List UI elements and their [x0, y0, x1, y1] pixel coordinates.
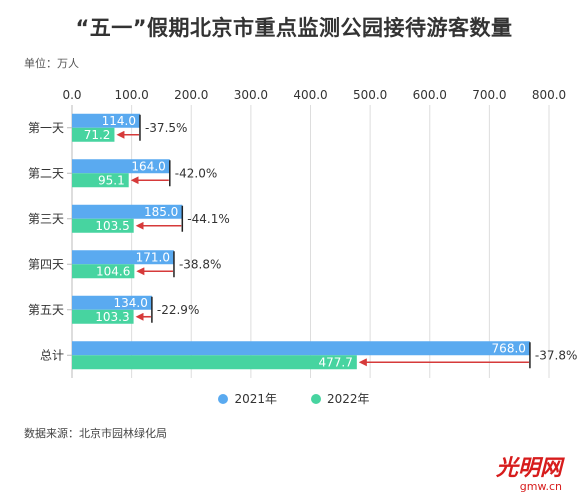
category-label: 总计 [40, 348, 64, 362]
bar-2021 [72, 113, 140, 128]
bar-2022 [72, 218, 134, 233]
category-label: 第二天 [28, 166, 64, 180]
legend-label-2021: 2021年 [234, 392, 277, 406]
change-label: -44.1% [187, 212, 229, 226]
data-label-2022: 95.1 [98, 173, 125, 187]
category-label: 第三天 [28, 212, 64, 226]
logo-sub: gmw.cn [519, 480, 562, 493]
legend-dot-2021-icon [218, 393, 229, 404]
bar-2021 [72, 204, 183, 219]
bar-chart: 0.0 100.0 200.0 300.0 400.0 500.0 600.0 700.0 80… [28, 88, 577, 378]
change-label: -42.0% [175, 166, 217, 180]
category-label: 第四天 [28, 257, 64, 271]
unit-label: 单位：万人 [24, 57, 79, 70]
data-label-2021: 185.0 [144, 205, 178, 219]
x-tick-label: 100.0 [114, 88, 148, 102]
gmw-logo: 光明网 gmw.cn [496, 457, 562, 492]
data-label-2021: 134.0 [114, 296, 148, 310]
category-label: 第五天 [28, 303, 64, 317]
change-label: -37.8% [535, 348, 577, 362]
data-label-2021: 164.0 [131, 159, 165, 173]
bar-2021 [72, 250, 174, 265]
bar-2021 [72, 295, 152, 310]
bar-2022 [72, 173, 129, 188]
x-tick-label: 600.0 [413, 88, 447, 102]
change-label: -37.5% [145, 121, 187, 135]
data-label-2021: 768.0 [492, 341, 526, 355]
change-label: -22.9% [157, 303, 199, 317]
legend-label-2022: 2022年 [327, 392, 370, 406]
logo-main: 光明网 [495, 455, 562, 481]
data-label-2021: 114.0 [102, 114, 136, 128]
bar-2021 [72, 341, 530, 356]
x-tick-label: 400.0 [293, 88, 327, 102]
data-label-2022: 71.2 [84, 128, 111, 142]
chart-legend: 2021年 2022年 [0, 390, 588, 407]
x-tick-label: 300.0 [234, 88, 268, 102]
data-label-2022: 103.3 [95, 310, 129, 324]
x-tick-label: 0.0 [62, 88, 81, 102]
bar-2022 [72, 127, 115, 142]
x-tick-label: 500.0 [353, 88, 387, 102]
legend-dot-2022-icon [311, 393, 321, 404]
x-tick-label: 800.0 [532, 88, 566, 102]
legend-item-2021: 2021年 [218, 390, 277, 407]
bar-2022 [72, 309, 134, 324]
data-source: 数据来源：北京市园林绿化局 [24, 427, 167, 440]
change-label: -38.8% [179, 257, 221, 271]
bar-2022 [72, 264, 135, 279]
x-tick-label: 200.0 [174, 88, 208, 102]
data-label-2021: 171.0 [136, 250, 170, 264]
bar-2022 [72, 355, 357, 370]
category-label: 第一天 [28, 121, 64, 135]
bar-2021 [72, 159, 170, 174]
data-label-2022: 103.5 [95, 219, 129, 233]
x-tick-label: 700.0 [472, 88, 506, 102]
legend-item-2022: 2022年 [311, 390, 370, 407]
data-label-2022: 104.6 [96, 264, 130, 278]
chart-title: “五一”假期北京市重点监测公园接待游客数量 [75, 16, 513, 40]
data-label-2022: 477.7 [318, 355, 352, 369]
